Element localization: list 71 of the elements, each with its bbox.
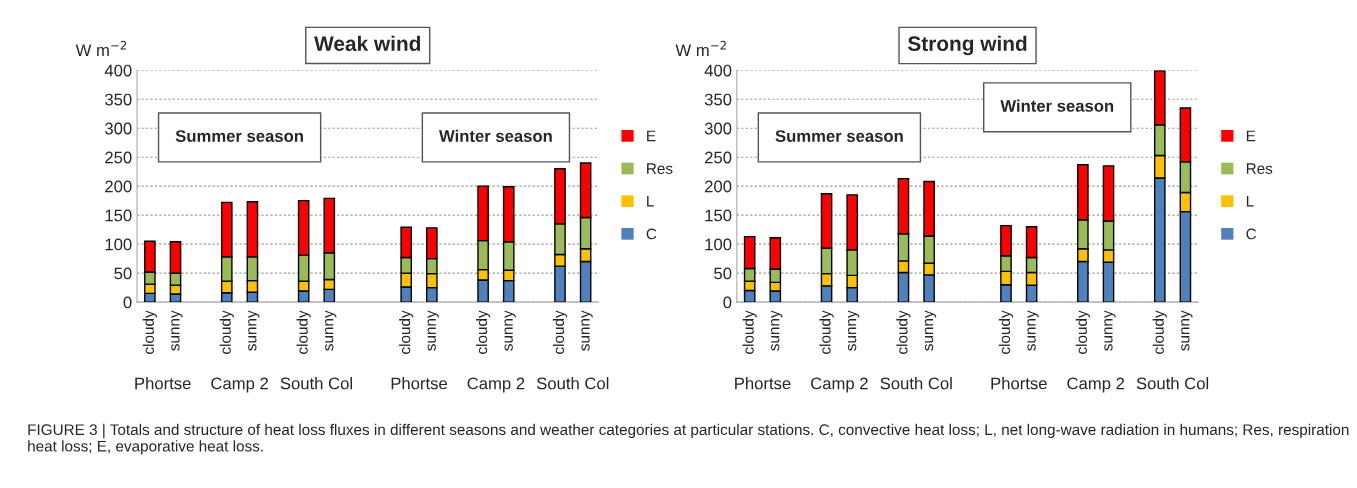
legend-label: C	[1246, 228, 1257, 240]
y-tick-label: 150	[705, 209, 732, 222]
y-tick-label: 300	[105, 122, 132, 135]
y-tick-label: 50	[714, 267, 732, 280]
y-tick-label: 400	[704, 64, 732, 77]
x-tick-label: sunny	[581, 310, 593, 351]
chart-title: Weak wind	[314, 35, 421, 52]
annotation: Winter season	[1000, 99, 1114, 112]
legend-label: Res	[647, 163, 673, 174]
x-tick-label: sunny	[1027, 310, 1039, 351]
x-tick-label: cloudy	[819, 310, 834, 354]
legend-label: C	[646, 228, 657, 240]
y-tick-label: 250	[105, 151, 132, 164]
x-tick-label: sunny	[771, 310, 783, 351]
text: Camp 2	[467, 377, 525, 393]
text: South Col	[1136, 377, 1209, 390]
y-tick-label: 200	[105, 180, 132, 193]
y-tick-label: 100	[705, 238, 732, 251]
text: South Col	[536, 377, 609, 390]
text: South Col	[880, 377, 952, 390]
annotation: Summer season	[175, 130, 303, 142]
y-tick-label: 200	[705, 180, 732, 193]
x-tick-label: sunny	[504, 310, 516, 351]
x-tick-label: sunny	[248, 310, 260, 351]
text: South Col	[280, 377, 352, 390]
y-tick-label: 0	[123, 296, 132, 309]
x-tick-label: cloudy	[399, 310, 414, 354]
legend-label: E	[647, 130, 656, 142]
x-tick-label: cloudy	[1152, 310, 1167, 354]
y-axis-title: W m$^{−2}$	[75, 40, 127, 56]
x-tick-label: sunny	[1104, 310, 1116, 351]
legend-label: E	[1246, 130, 1256, 142]
y-tick-label: 350	[704, 93, 732, 106]
legend-label: L	[647, 195, 654, 207]
legend-label: L	[1246, 195, 1254, 207]
y-tick-label: 350	[105, 93, 132, 106]
text: Phortse	[991, 377, 1047, 390]
x-tick-label: cloudy	[475, 310, 491, 354]
x-tick-label: sunny	[325, 310, 337, 351]
caption: FIGURE 3 | Totals and structure of heat loss fluxes in different seasons and weather categories at particular stations. C, convective heat loss; L, net long-wave radiation in humans; Res, respiration heat loss; E, evaporative heat loss.	[28, 423, 1349, 455]
x-tick-label: cloudy	[219, 310, 234, 354]
x-tick-label: sunny	[924, 310, 937, 351]
chart-title: Strong wind	[907, 35, 1027, 56]
y-tick-label: 400	[104, 64, 132, 77]
x-tick-label: sunny	[847, 310, 860, 351]
y-tick-label: 0	[723, 296, 732, 309]
text: Camp 2	[211, 377, 268, 393]
y-tick-label: 50	[114, 267, 132, 280]
x-tick-label: cloudy	[1075, 310, 1091, 354]
x-tick-label: sunny	[1181, 310, 1193, 351]
annotation: Winter season	[439, 129, 552, 142]
x-tick-label: cloudy	[552, 310, 568, 354]
text: Camp 2	[811, 377, 868, 393]
text: Phortse	[735, 377, 791, 390]
y-tick-label: 150	[105, 209, 132, 222]
text: Camp 2	[1067, 377, 1125, 393]
x-tick-label: cloudy	[142, 310, 157, 354]
x-tick-label: cloudy	[998, 310, 1014, 354]
x-tick-label: cloudy	[896, 310, 911, 354]
legend-label: Res	[1246, 163, 1273, 174]
x-tick-label: sunny	[171, 310, 183, 351]
annotation: Summer season	[775, 130, 903, 142]
x-tick-label: cloudy	[742, 310, 757, 354]
y-tick-label: 250	[705, 151, 732, 164]
y-axis-title: W m$^{−2}$	[675, 40, 726, 56]
text: Phortse	[391, 377, 447, 390]
text: Phortse	[135, 377, 191, 390]
y-tick-label: 300	[704, 122, 732, 135]
x-tick-label: cloudy	[296, 310, 311, 354]
x-tick-label: sunny	[427, 310, 439, 351]
y-tick-label: 100	[105, 238, 132, 251]
